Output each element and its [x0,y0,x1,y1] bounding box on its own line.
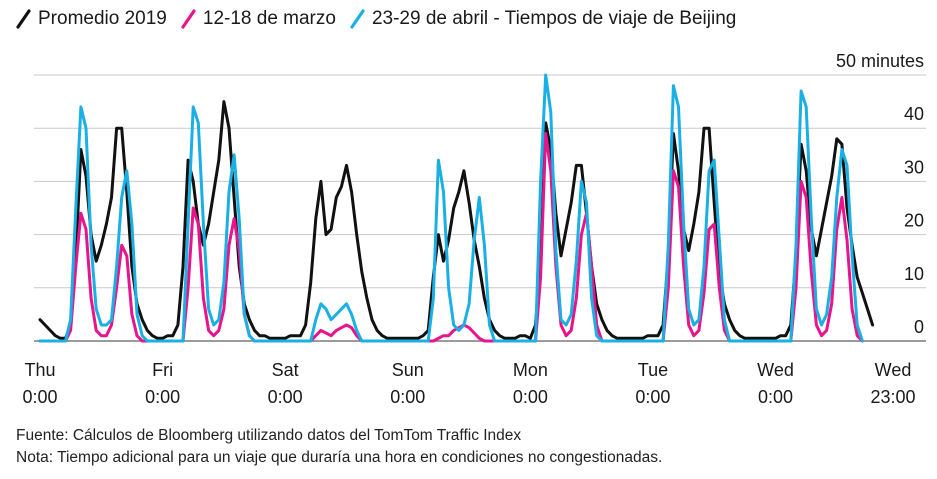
x-tick-day-7: Wed [875,360,912,380]
legend-item-abril: 23-29 de abril - Tiempos de viaje de Bei… [350,8,736,30]
y-tick-label-30: 30 [904,157,924,177]
legend-label-abril-title: 23-29 de abril - Tiempos de viaje de Bei… [371,8,737,29]
x-tick-day-6: Wed [757,360,794,380]
chart-notes: Fuente: Cálculos de Bloomberg utilizando… [16,425,662,469]
legend-label-promedio-2019: Promedio 2019 [38,8,167,29]
y-tick-label-20: 20 [904,211,924,231]
series-line-2 [38,73,864,343]
line-chart: 0 10 20 30 40 50 minutes Thu 0:00 Fri 0:00 Sat 0:0… [22,51,926,407]
series-lines [38,73,875,343]
legend-item-promedio-2019: Promedio 2019 [16,8,167,30]
x-tick-day-4: Mon [513,360,548,380]
x-tick-day-0: Thu [24,360,55,380]
legend-swatch-cyan [350,9,365,29]
x-tick-day-3: Sun [392,360,424,380]
legend-swatch-magenta [181,9,196,29]
chart-legend: Promedio 2019 12-18 de marzo 23-29 de ab… [16,6,750,32]
x-tick-time-1: 0:00 [145,387,180,407]
x-tick-time-4: 0:00 [513,387,548,407]
x-tick-time-7: 23:00 [870,387,915,407]
legend-item-marzo: 12-18 de marzo [181,8,336,30]
x-tick-time-0: 0:00 [22,387,57,407]
source-note: Fuente: Cálculos de Bloomberg utilizando… [16,427,522,444]
legend-swatch-black [16,9,31,29]
x-tick-time-3: 0:00 [390,387,425,407]
x-tick-time-2: 0:00 [268,387,303,407]
x-tick-day-1: Fri [152,360,173,380]
legend-label-marzo: 12-18 de marzo [202,8,336,29]
x-axis-ticks: Thu 0:00 Fri 0:00 Sat 0:00 Sun 0:00 Mon 0:00 Tue 0:… [22,360,915,407]
x-tick-day-2: Sat [272,360,299,380]
grid-lines [34,74,926,342]
y-tick-label-50: 50 minutes [836,51,924,71]
footnote: Nota: Tiempo adicional para un viaje que… [16,449,663,466]
y-tick-label-0: 0 [914,317,924,337]
series-line-1 [38,132,864,343]
y-axis-ticks: 0 10 20 30 40 50 minutes [836,51,924,337]
x-tick-day-5: Tue [638,360,668,380]
y-tick-label-40: 40 [904,104,924,124]
x-tick-time-5: 0:00 [635,387,670,407]
series-line-0 [38,100,875,340]
y-tick-label-10: 10 [904,264,924,284]
x-tick-time-6: 0:00 [758,387,793,407]
